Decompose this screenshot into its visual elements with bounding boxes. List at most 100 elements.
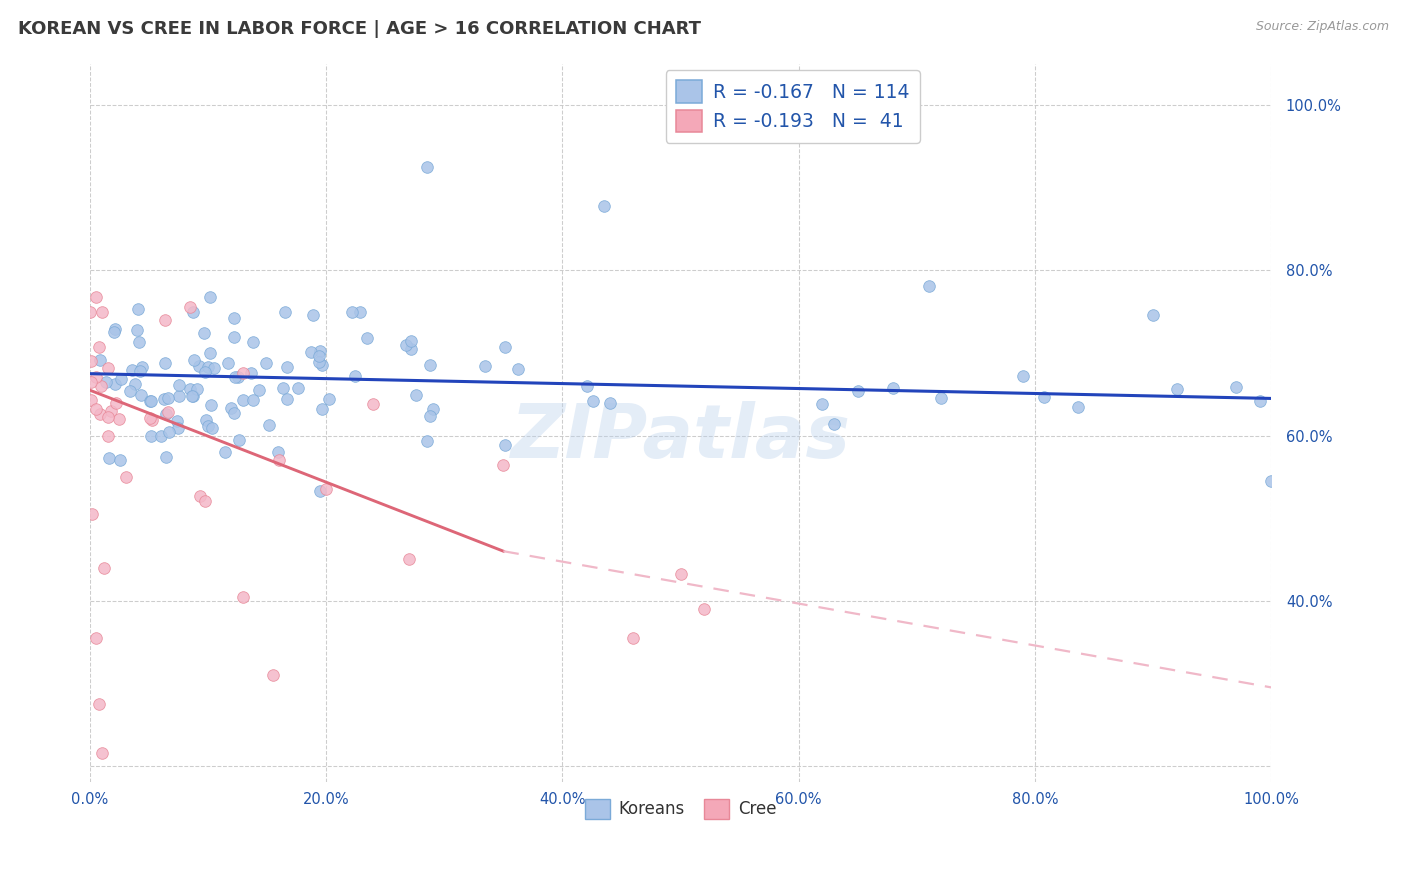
Point: [153, 392, 176, 407]
Point: [124, 377, 146, 392]
Point: [84, 290, 107, 304]
Point: [131, 388, 153, 402]
Point: [311, 401, 333, 416]
Point: [139, 411, 162, 425]
Point: [494, 340, 516, 354]
Point: [318, 392, 340, 406]
Point: [155, 450, 177, 465]
Point: [181, 305, 204, 319]
Point: [97, 409, 120, 424]
Point: [823, 417, 845, 431]
Point: [592, 199, 614, 213]
Point: [186, 382, 208, 396]
Point: [311, 358, 333, 372]
Point: [187, 359, 209, 373]
Point: [179, 382, 201, 396]
Point: [89, 697, 111, 711]
Point: [80, 375, 103, 389]
Point: [167, 378, 190, 392]
Point: [121, 363, 143, 377]
Point: [232, 393, 254, 408]
Point: [100, 404, 122, 418]
Point: [114, 470, 136, 484]
Point: [232, 590, 254, 604]
Point: [79, 304, 101, 318]
Point: [89, 407, 111, 421]
Point: [299, 345, 322, 359]
Point: [157, 425, 180, 440]
Point: [188, 489, 211, 503]
Point: [242, 392, 264, 407]
Point: [274, 304, 297, 318]
Point: [139, 428, 162, 442]
Point: [492, 458, 515, 473]
Point: [506, 361, 529, 376]
Point: [257, 417, 280, 432]
Point: [419, 359, 441, 373]
Text: KOREAN VS CREE IN LABOR FORCE | AGE > 16 CORRELATION CHART: KOREAN VS CREE IN LABOR FORCE | AGE > 16…: [18, 20, 702, 37]
Point: [399, 334, 422, 348]
Point: [247, 383, 270, 397]
Point: [419, 409, 441, 423]
Point: [287, 381, 309, 395]
Point: [267, 444, 290, 458]
Point: [846, 384, 869, 398]
Point: [399, 342, 422, 356]
Point: [301, 309, 323, 323]
Point: [104, 395, 127, 409]
Point: [254, 356, 277, 370]
Point: [228, 434, 250, 448]
Point: [232, 366, 254, 380]
Point: [395, 338, 418, 352]
Point: [82, 507, 104, 521]
Point: [157, 391, 180, 405]
Point: [153, 355, 176, 369]
Point: [104, 377, 127, 392]
Point: [128, 364, 150, 378]
Point: [202, 360, 225, 375]
Point: [1225, 379, 1247, 393]
Point: [90, 747, 112, 761]
Point: [242, 335, 264, 350]
Point: [575, 378, 598, 392]
Point: [271, 381, 294, 395]
Point: [125, 323, 148, 337]
Point: [103, 326, 125, 340]
Point: [1249, 394, 1271, 409]
Point: [262, 668, 284, 682]
Point: [183, 353, 205, 368]
Point: [363, 397, 385, 411]
Point: [80, 392, 103, 407]
Point: [693, 602, 716, 616]
Point: [167, 388, 190, 402]
Point: [1067, 401, 1090, 415]
Point: [1166, 382, 1188, 396]
Point: [1260, 474, 1282, 488]
Point: [222, 406, 245, 420]
Point: [308, 343, 330, 358]
Point: [195, 412, 218, 426]
Point: [669, 567, 692, 582]
Point: [929, 392, 952, 406]
Point: [882, 381, 904, 395]
Point: [96, 375, 118, 389]
Point: [127, 302, 149, 317]
Point: [104, 322, 127, 336]
Point: [398, 552, 420, 566]
Point: [197, 360, 219, 375]
Point: [349, 304, 371, 318]
Point: [141, 393, 163, 408]
Point: [582, 394, 605, 409]
Point: [155, 407, 177, 421]
Point: [356, 331, 378, 345]
Point: [217, 356, 239, 370]
Point: [166, 414, 188, 428]
Point: [1012, 368, 1035, 383]
Point: [224, 311, 246, 326]
Point: [1142, 308, 1164, 322]
Point: [200, 398, 222, 412]
Point: [139, 393, 162, 408]
Point: [128, 334, 150, 349]
Point: [344, 369, 367, 384]
Point: [90, 304, 112, 318]
